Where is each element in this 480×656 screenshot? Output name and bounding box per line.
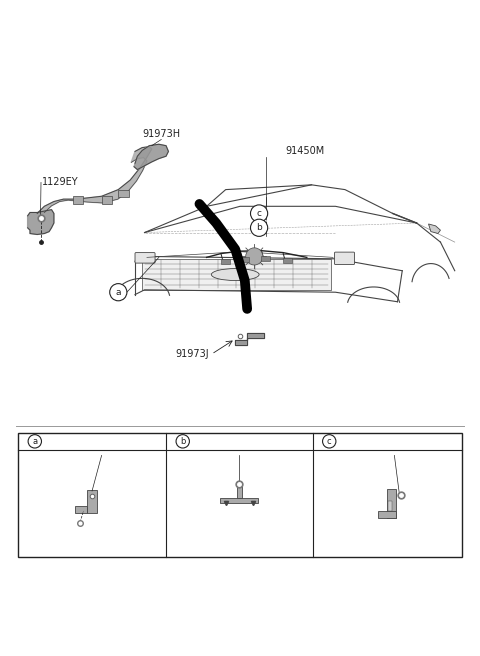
Bar: [118, 190, 129, 197]
Text: c: c: [327, 437, 332, 446]
Bar: [237, 485, 241, 498]
Bar: [378, 510, 396, 518]
Bar: [87, 490, 97, 513]
Ellipse shape: [211, 268, 259, 281]
Polygon shape: [235, 333, 264, 344]
Text: 91450M: 91450M: [285, 146, 324, 156]
Bar: [102, 196, 112, 204]
Text: a: a: [32, 437, 37, 446]
Circle shape: [251, 205, 268, 222]
Polygon shape: [37, 147, 152, 213]
Text: 91973H: 91973H: [142, 129, 180, 140]
Bar: [388, 501, 393, 510]
Bar: [142, 259, 331, 290]
Circle shape: [176, 435, 190, 448]
Circle shape: [28, 435, 41, 448]
Text: b: b: [256, 223, 262, 232]
Circle shape: [251, 219, 268, 236]
Bar: [75, 506, 87, 513]
Text: 1140AT: 1140AT: [27, 517, 60, 525]
Bar: [283, 258, 291, 263]
Text: b: b: [180, 437, 185, 446]
FancyBboxPatch shape: [335, 252, 355, 264]
Text: 91931S 1140AT: 91931S 1140AT: [361, 455, 432, 464]
Circle shape: [110, 283, 127, 301]
FancyBboxPatch shape: [135, 253, 155, 263]
Text: 1140AT: 1140AT: [232, 455, 265, 464]
Circle shape: [246, 248, 263, 265]
Polygon shape: [134, 144, 168, 169]
Text: c: c: [257, 209, 262, 218]
Polygon shape: [429, 224, 441, 234]
Circle shape: [323, 435, 336, 448]
Polygon shape: [28, 210, 54, 234]
Bar: [18, 433, 462, 557]
Bar: [221, 259, 229, 264]
Bar: [73, 196, 84, 204]
Text: 91973J: 91973J: [175, 349, 209, 359]
Bar: [262, 256, 270, 261]
Bar: [220, 498, 258, 503]
Bar: [240, 257, 249, 262]
Bar: [387, 489, 396, 518]
Text: 1129EY: 1129EY: [42, 177, 79, 188]
Polygon shape: [135, 256, 144, 261]
Text: a: a: [116, 288, 121, 297]
Text: 91932N: 91932N: [84, 455, 120, 464]
